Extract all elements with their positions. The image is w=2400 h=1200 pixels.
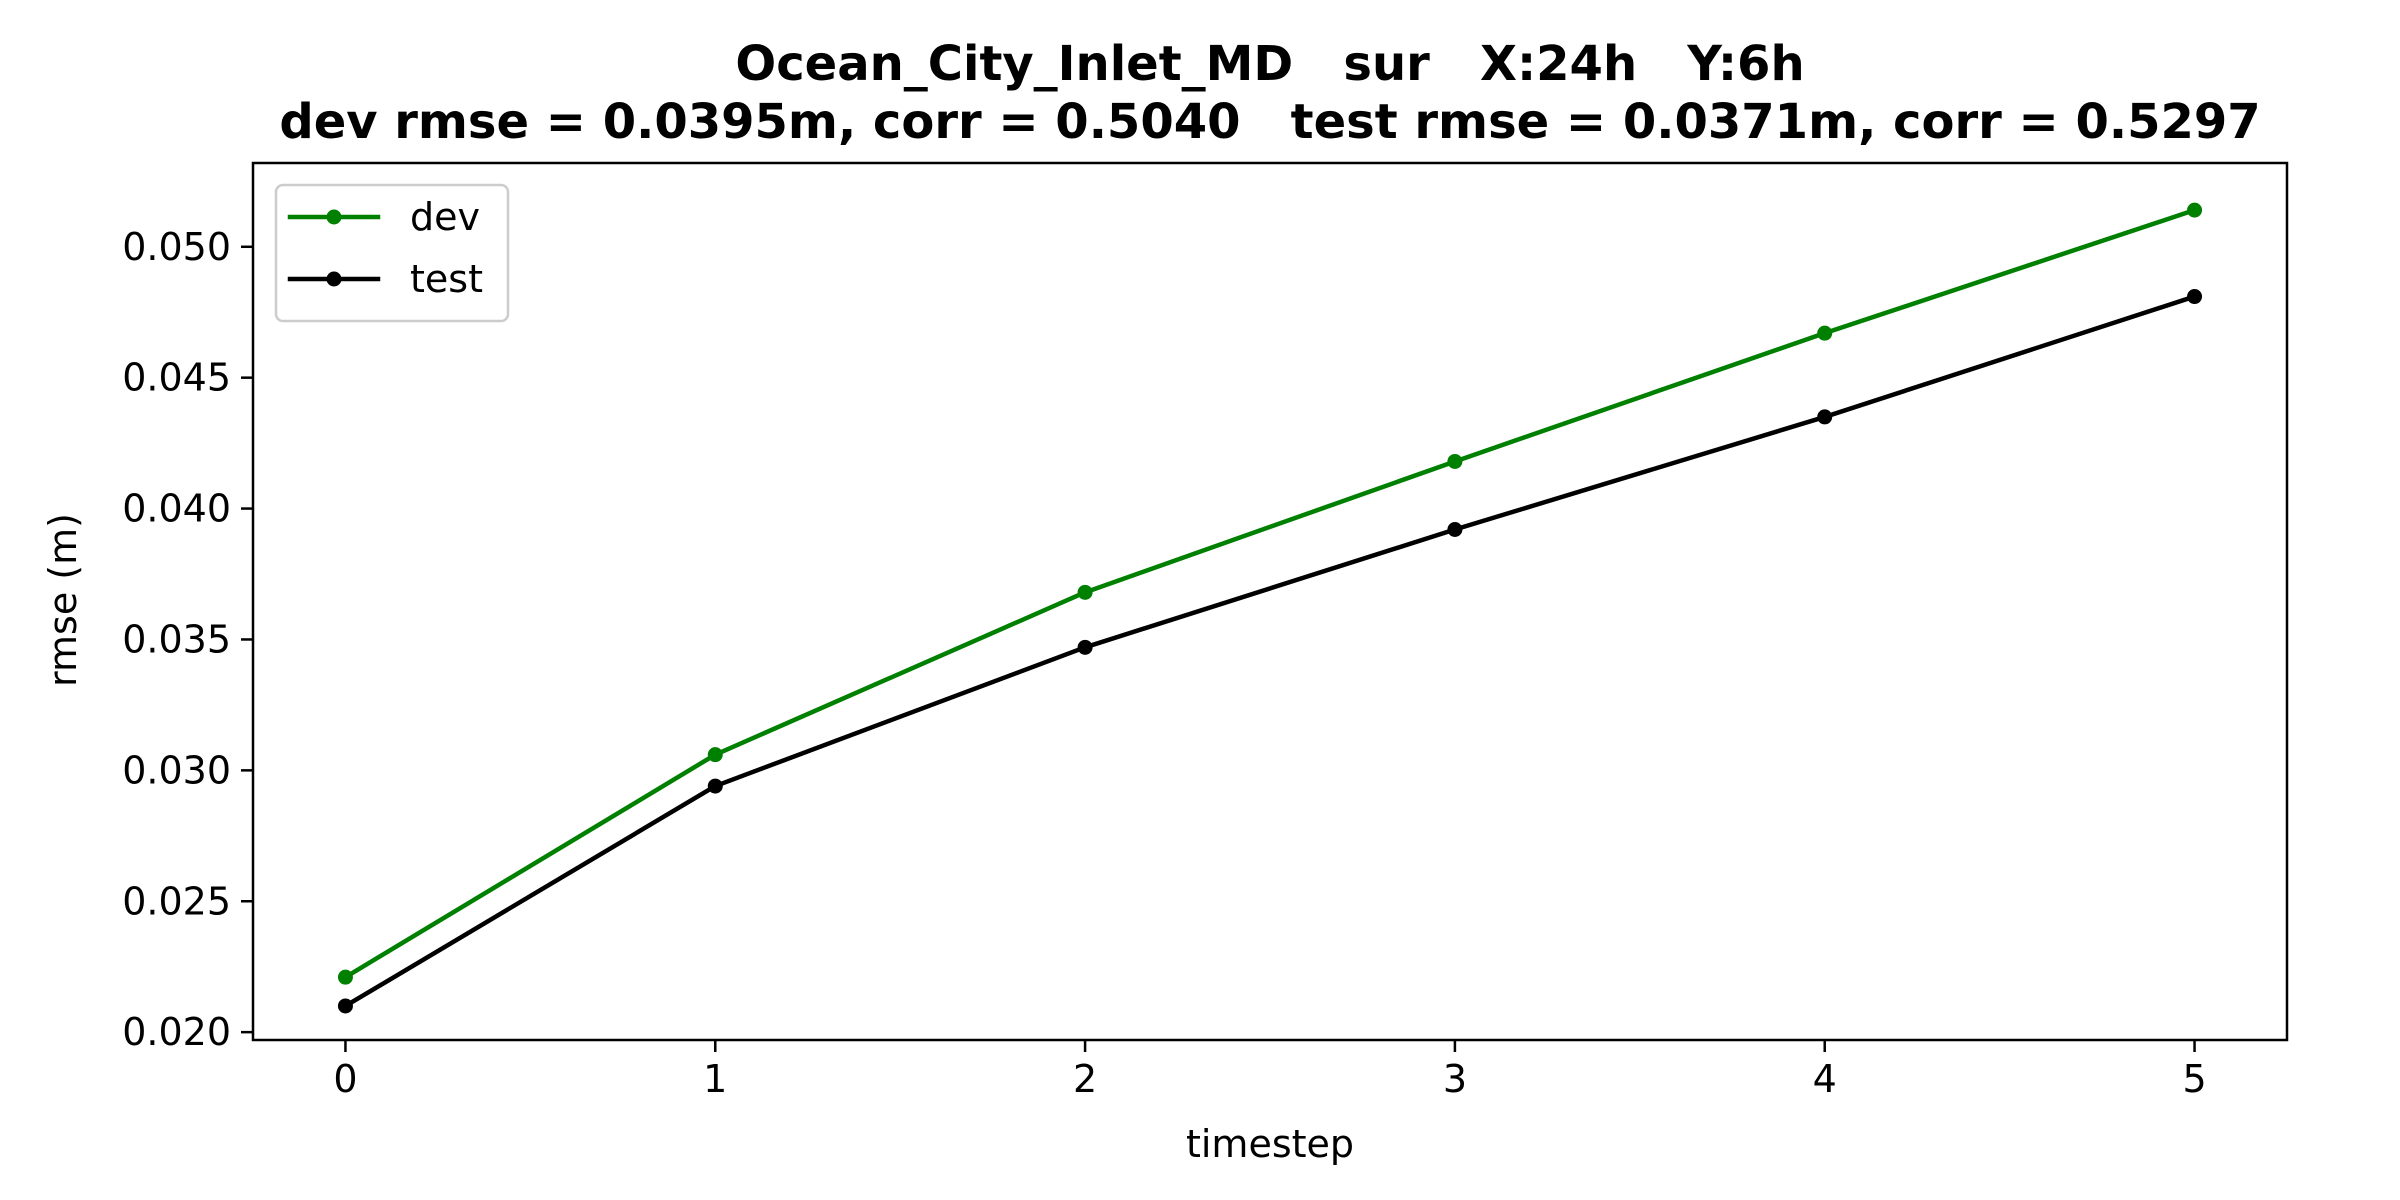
data-point-dev <box>707 747 723 763</box>
legend-label-test: test <box>410 257 483 301</box>
series-line-test <box>342 293 2198 1010</box>
y-tick-label: 0.050 <box>122 225 231 269</box>
x-axis-label: timestep <box>1186 1122 1354 1166</box>
y-tick-label: 0.030 <box>122 748 231 792</box>
y-tick-label: 0.025 <box>122 879 231 923</box>
legend: dev test <box>274 183 510 323</box>
y-tick-label: 0.040 <box>122 487 231 531</box>
y-axis-label: rmse (m) <box>41 513 85 687</box>
data-point-dev <box>2187 202 2203 218</box>
data-point-test <box>337 998 353 1014</box>
data-point-dev <box>1447 453 1463 469</box>
series-layer <box>337 202 2203 1014</box>
chart-title: Ocean_City_Inlet_MD sur X:24h Y:6h <box>735 36 1804 92</box>
x-tick-label: 3 <box>1443 1057 1467 1101</box>
data-point-dev <box>1817 325 1833 341</box>
y-tick-label: 0.035 <box>122 617 231 661</box>
data-point-dev <box>1077 584 1093 600</box>
x-tick-label: 4 <box>1813 1057 1837 1101</box>
chart-subtitle: dev rmse = 0.0395m, corr = 0.5040 test r… <box>279 94 2260 150</box>
legend-items: dev test <box>287 195 483 301</box>
series-line-dev <box>342 207 2198 981</box>
data-point-test <box>1447 522 1463 538</box>
plot-frame <box>251 161 2289 1042</box>
data-point-test <box>2187 289 2203 305</box>
x-tick-label: 2 <box>1073 1057 1097 1101</box>
legend-marker-test <box>326 271 342 287</box>
data-point-test <box>1817 409 1833 425</box>
data-point-test <box>707 778 723 794</box>
x-axis-ticks: 0 1 2 3 4 5 <box>333 1040 2207 1101</box>
x-tick-label: 5 <box>2182 1057 2206 1101</box>
legend-marker-dev <box>326 209 342 225</box>
y-tick-label: 0.020 <box>122 1010 231 1054</box>
y-axis-ticks: 0.020 0.025 0.030 0.035 0.040 0.045 0.050 <box>122 225 253 1054</box>
data-point-test <box>1077 639 1093 655</box>
data-point-dev <box>337 969 353 985</box>
y-tick-label: 0.045 <box>122 356 231 400</box>
x-tick-label: 0 <box>333 1057 357 1101</box>
legend-label-dev: dev <box>410 195 480 239</box>
x-tick-label: 1 <box>703 1057 727 1101</box>
